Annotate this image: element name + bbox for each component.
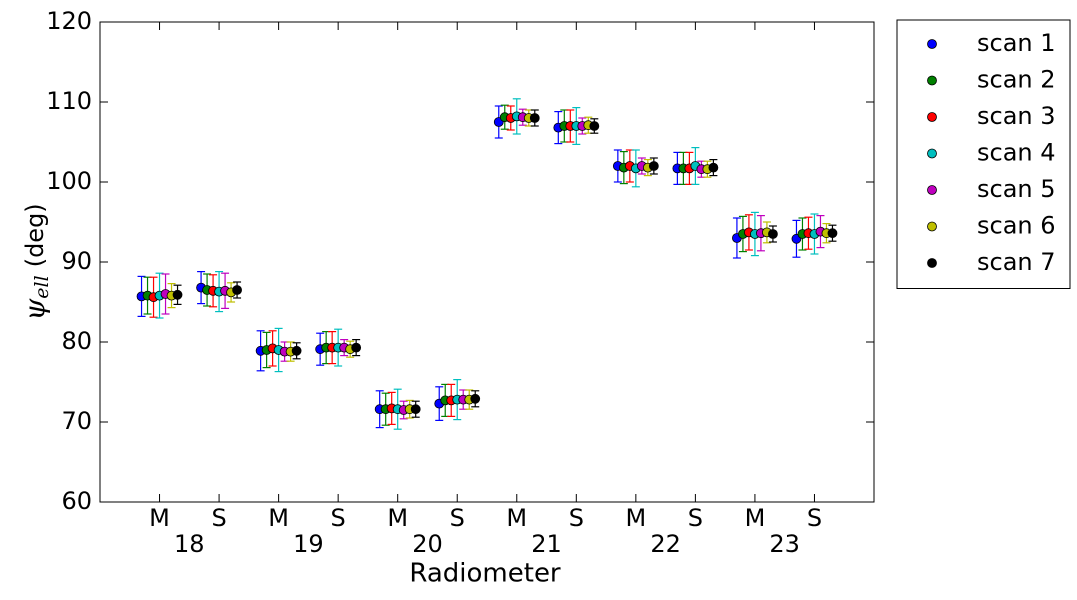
y-tick-label: 70 [61, 407, 92, 435]
y-label-symbol: ψ [18, 298, 51, 321]
y-label-unit: (deg) [21, 203, 49, 267]
point [768, 229, 778, 239]
x-tick-label: S [331, 504, 346, 532]
legend-label: scan 2 [977, 66, 1056, 94]
point [708, 162, 719, 173]
y-label-subscript: ell [31, 275, 53, 298]
x-tick-label: S [688, 504, 703, 532]
y-tick-label: 110 [46, 87, 92, 115]
legend-marker [927, 75, 937, 86]
point [470, 393, 481, 404]
x-tick-label: S [569, 504, 584, 532]
y-axis-label: ψell (deg) [18, 203, 54, 320]
y-tick-label: 80 [61, 327, 92, 355]
point [827, 228, 838, 239]
x-tick-label: M [745, 504, 766, 532]
x-tick-label: M [268, 504, 289, 532]
legend-label: scan 1 [977, 29, 1056, 57]
x-tick-label: M [625, 504, 646, 532]
point [232, 285, 242, 295]
group-label: 19 [293, 530, 324, 558]
point [648, 161, 659, 171]
x-tick-label: M [506, 504, 527, 532]
x-axis-label: Radiometer [409, 559, 561, 589]
legend-label: scan 3 [977, 102, 1056, 130]
legend-marker [927, 185, 937, 195]
point [589, 121, 600, 131]
x-tick-label: S [211, 504, 226, 532]
x-tick-label: M [149, 504, 170, 532]
group-label: 18 [174, 530, 205, 558]
legend-marker [927, 258, 937, 268]
y-tick-label: 100 [46, 167, 92, 195]
x-tick-label: S [450, 504, 465, 532]
y-tick-label: 60 [61, 487, 92, 515]
legend-label: scan 7 [977, 248, 1056, 276]
group-label: 20 [412, 530, 443, 558]
point [291, 345, 302, 356]
legend-marker [927, 112, 937, 122]
y-tick-label: 90 [61, 247, 92, 275]
group-label: 21 [531, 530, 562, 558]
legend-label: scan 5 [977, 175, 1056, 203]
point [351, 342, 362, 353]
group-label: 23 [769, 530, 800, 558]
x-tick-label: S [807, 504, 822, 532]
point [172, 289, 183, 300]
plot-frame [99, 21, 875, 503]
legend-marker [927, 39, 937, 49]
y-tick-label: 120 [46, 7, 92, 35]
y-axis-label-text: ψell (deg) [18, 203, 54, 320]
legend-label: scan 6 [977, 212, 1056, 240]
point [410, 404, 421, 415]
point [529, 113, 540, 123]
group-label: 22 [650, 530, 681, 558]
legend-marker [927, 148, 937, 159]
x-tick-label: M [387, 504, 408, 532]
legend-label: scan 4 [977, 139, 1056, 167]
legend-box [896, 19, 1071, 289]
legend-marker [927, 221, 937, 232]
